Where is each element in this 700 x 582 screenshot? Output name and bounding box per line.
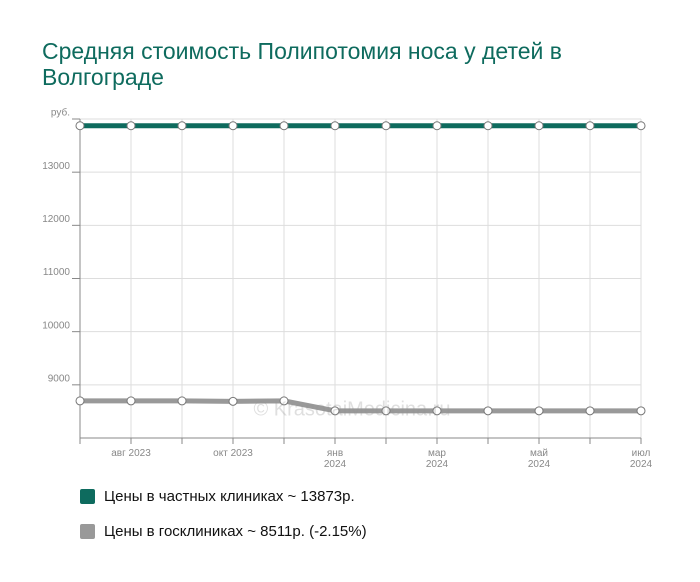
point — [75, 396, 85, 406]
legend-label: Цены в частных клиниках ~ 13873р. — [104, 488, 355, 505]
point — [381, 406, 391, 416]
point — [585, 406, 595, 416]
legend-label: Цены в госклиниках ~ 8511р. (-2.15%) — [104, 523, 367, 540]
point — [534, 406, 544, 416]
watermark: © KrasotaiMedicina.ru — [253, 398, 450, 420]
point — [636, 121, 646, 131]
point — [534, 121, 544, 131]
point — [381, 121, 391, 131]
point — [228, 396, 238, 406]
point — [279, 396, 289, 406]
x-tick-label: май 2024 — [527, 448, 551, 470]
legend-swatch — [80, 489, 95, 504]
x-tick-label: июл 2024 — [629, 448, 653, 470]
y-tick-label: 12000 — [42, 214, 70, 225]
x-tick-label: мар 2024 — [425, 448, 449, 470]
y-tick-label: 13000 — [42, 161, 70, 172]
point — [483, 406, 493, 416]
point — [279, 121, 289, 131]
x-tick-label: авг 2023 — [111, 448, 151, 459]
y-tick-label: 11000 — [43, 267, 71, 278]
point — [228, 121, 238, 131]
y-tick-label: 9000 — [48, 373, 71, 384]
point — [177, 396, 187, 406]
point — [483, 121, 493, 131]
legend-swatch — [80, 524, 95, 539]
point — [432, 406, 442, 416]
x-tick-label: янв 2024 — [323, 448, 347, 470]
legend-item: Цены в госклиниках ~ 8511р. (-2.15%) — [80, 523, 367, 540]
x-tick-label: окт 2023 — [213, 448, 253, 459]
chart-title: Средняя стоимость Полипотомия носа у дет… — [42, 38, 562, 90]
point — [330, 406, 340, 416]
legend-item: Цены в частных клиниках ~ 13873р. — [80, 488, 355, 505]
y-tick-label: 10000 — [42, 320, 70, 331]
point — [126, 121, 136, 131]
y-tick-label: руб. — [51, 107, 70, 119]
point — [636, 406, 646, 416]
point — [330, 121, 340, 131]
point — [126, 396, 136, 406]
point — [585, 121, 595, 131]
point — [432, 121, 442, 131]
series-line — [80, 398, 641, 414]
point — [177, 121, 187, 131]
point — [75, 121, 85, 131]
